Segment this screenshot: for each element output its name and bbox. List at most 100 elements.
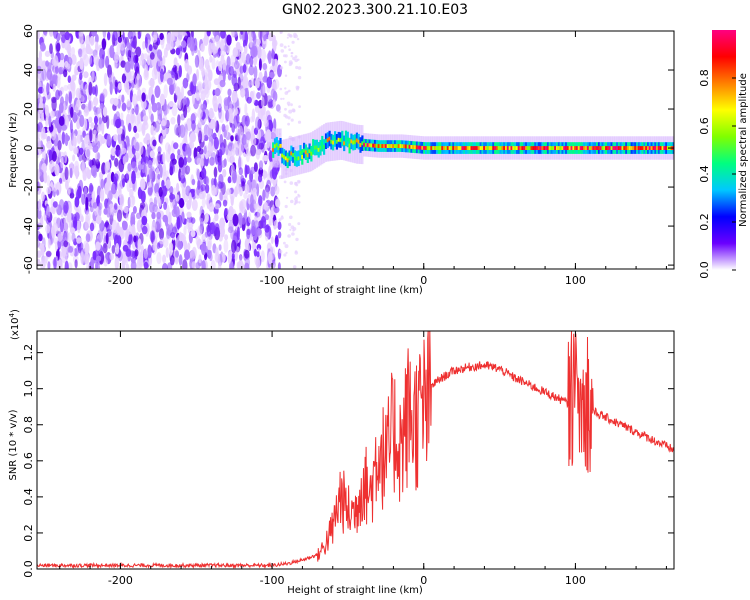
heatmap-noise-cell (245, 80, 251, 89)
heatmap-noise-cell (240, 88, 246, 98)
heatmap-ridge-core (534, 146, 537, 150)
heatmap-noise-cell (85, 211, 91, 222)
heatmap-ridge-core (586, 146, 590, 150)
heatmap-noise-cell (122, 220, 128, 231)
heatmap-noise-cell (220, 31, 226, 39)
heatmap-noise-cell (85, 220, 89, 230)
y-tick-label: 0.0 (22, 560, 35, 578)
heatmap-noise-cell (67, 232, 71, 244)
heatmap-noise-cell (163, 84, 168, 99)
heatmap-noise-cell (240, 31, 244, 35)
heatmap-noise-cell (169, 193, 176, 200)
heatmap-ridge-core (539, 146, 542, 150)
heatmap-ridge-core (548, 146, 551, 150)
heatmap-noise-cell (83, 71, 89, 79)
heatmap-noise-cell (95, 34, 99, 44)
heatmap-noise-cell (207, 249, 213, 256)
heatmap-noise-cell (266, 95, 272, 102)
heatmap-noise-cell (149, 170, 156, 183)
heatmap-ridge-core (663, 146, 666, 150)
heatmap-noise-cell (208, 202, 215, 213)
heatmap-noise-cell (46, 186, 52, 195)
heatmap-noise-cell (51, 228, 56, 239)
heatmap-noise-cell (183, 96, 187, 105)
heatmap-noise-cell (151, 211, 156, 220)
heatmap-noise-cell (128, 122, 132, 132)
heatmap-noise-cell (209, 55, 213, 63)
heatmap-noise-cell (130, 36, 134, 47)
heatmap-ridge-core (315, 145, 318, 150)
heatmap-noise-cell (241, 133, 247, 146)
heatmap-noise-cell (218, 244, 222, 251)
heatmap-ridge-core (412, 145, 415, 149)
heatmap-sparse-cell (282, 97, 285, 100)
heatmap-noise-cell (252, 136, 257, 146)
heatmap-ridge-core (375, 143, 378, 148)
colorbar-tick-label: 0.8 (698, 69, 711, 87)
heatmap-noise-cell (45, 250, 52, 257)
heatmap-noise-cell (191, 93, 195, 105)
heatmap-noise-cell (152, 239, 156, 251)
heatmap-sparse-cell (292, 56, 296, 61)
heatmap-ridge-core (288, 156, 291, 161)
heatmap-noise-cell (265, 187, 270, 199)
heatmap-noise-cell (219, 191, 224, 201)
heatmap-ridge-core (354, 140, 357, 144)
heatmap-noise-cell (256, 228, 262, 236)
heatmap-noise-cell (238, 156, 242, 171)
heatmap-ridge-core (441, 146, 444, 150)
heatmap-ridge-core (275, 142, 278, 147)
heatmap-ridge-core (425, 146, 428, 150)
heatmap-ridge-core (612, 146, 615, 150)
spectrogram-cells (37, 31, 674, 269)
heatmap-noise-cell (268, 215, 272, 227)
heatmap-noise-cell (277, 231, 282, 239)
colorbar-label: Normalized spectral amplitude (738, 73, 749, 227)
heatmap-noise-cell (82, 130, 86, 138)
heatmap-noise-cell (212, 95, 218, 109)
heatmap-sparse-cell (290, 55, 293, 58)
heatmap-noise-cell (213, 166, 218, 178)
heatmap-noise-cell (65, 93, 69, 106)
heatmap-sparse-cell (294, 251, 299, 255)
heatmap-noise-cell (63, 200, 69, 214)
snr-y-axis-label: SNR (10 * v/v) (8, 409, 19, 480)
heatmap-noise-cell (253, 65, 258, 80)
heatmap-noise-cell (79, 72, 83, 81)
heatmap-noise-cell (257, 108, 264, 121)
heatmap-ridge-core (583, 146, 586, 150)
heatmap-ridge-core (525, 146, 528, 150)
heatmap-noise-cell (79, 114, 85, 127)
heatmap-noise-cell (63, 217, 69, 231)
heatmap-noise-cell (93, 55, 100, 66)
heatmap-noise-cell (212, 31, 218, 37)
heatmap-noise-cell (190, 230, 196, 238)
heatmap-noise-cell (160, 135, 164, 146)
heatmap-noise-cell (52, 201, 58, 208)
heatmap-noise-cell (203, 145, 207, 155)
heatmap-noise-cell (125, 263, 130, 269)
heatmap-noise-cell (230, 148, 236, 157)
heatmap-noise-cell (231, 31, 235, 38)
heatmap-noise-cell (134, 106, 139, 115)
heatmap-sparse-cell (283, 180, 287, 184)
heatmap-noise-cell (244, 262, 250, 269)
heatmap-sparse-cell (289, 228, 292, 231)
heatmap-noise-cell (178, 157, 185, 168)
heatmap-noise-cell (254, 254, 259, 266)
heatmap-noise-cell (201, 242, 207, 256)
heatmap-noise-cell (61, 124, 67, 131)
heatmap-ridge-core (577, 146, 580, 150)
heatmap-noise-cell (166, 32, 172, 46)
heatmap-noise-cell (263, 201, 268, 211)
heatmap-noise-cell (106, 205, 111, 218)
heatmap-ridge-core (628, 146, 631, 150)
heatmap-noise-cell (197, 83, 202, 91)
heatmap-noise-cell (37, 110, 42, 118)
heatmap-ridge-core (454, 146, 457, 150)
heatmap-ridge-core (312, 145, 315, 149)
heatmap-noise-cell (239, 186, 243, 197)
heatmap-noise-cell (112, 76, 116, 90)
heatmap-ridge-core (495, 146, 499, 150)
